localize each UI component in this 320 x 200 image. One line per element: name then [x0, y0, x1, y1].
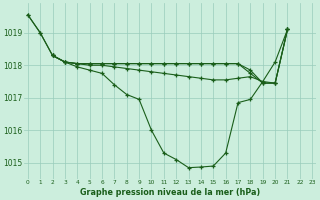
X-axis label: Graphe pression niveau de la mer (hPa): Graphe pression niveau de la mer (hPa): [80, 188, 260, 197]
